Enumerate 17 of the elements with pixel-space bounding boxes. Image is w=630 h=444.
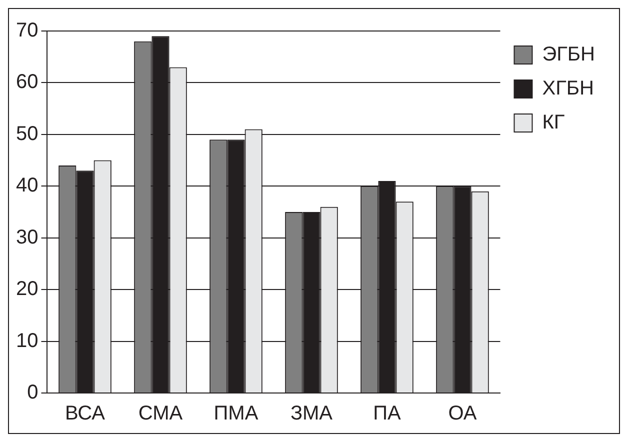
x-tick-label: ЗМА	[290, 402, 334, 425]
y-tick-label: 60	[16, 71, 38, 94]
x-tick-label: СМА	[138, 402, 184, 425]
y-tick-label: 20	[16, 278, 38, 300]
y-tick-label: 70	[16, 20, 38, 42]
y-tick-label: 40	[16, 174, 38, 197]
x-tick-label: ОА	[448, 402, 478, 425]
x-tick-label: ПА	[373, 402, 402, 425]
y-tick-label: 0	[27, 382, 38, 404]
x-tick-label: ВСА	[64, 402, 106, 425]
legend-label: ЭГБН	[542, 44, 596, 66]
y-tick-label: 30	[16, 226, 38, 248]
x-tick-label: ПМА	[214, 402, 259, 425]
y-tick-label: 50	[16, 122, 38, 145]
legend-label: КГ	[542, 112, 565, 134]
legend-label: ХГБН	[542, 78, 594, 100]
y-tick-label: 10	[16, 330, 38, 352]
